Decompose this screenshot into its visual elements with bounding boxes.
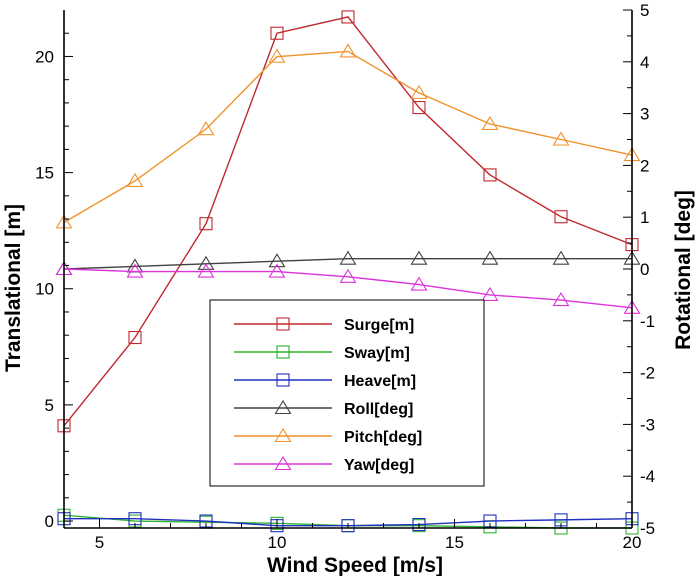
y-left-tick-label: 5 (45, 396, 54, 415)
legend-swatch-marker (274, 399, 292, 415)
y-left-axis-label: Translational [m] (2, 204, 25, 372)
y-right-tick-label: 5 (640, 1, 649, 20)
data-point (410, 84, 428, 99)
series-line (63, 16, 633, 427)
y-right-tick-label: 1 (640, 208, 649, 227)
data-point (128, 330, 142, 345)
data-point (341, 519, 355, 533)
y-right-tick-label: 4 (640, 53, 649, 72)
y-right-tick-label: 2 (640, 156, 649, 175)
legend-entry: Roll[deg] (234, 399, 413, 418)
data-point (412, 101, 426, 115)
legend-swatch-marker (276, 345, 290, 359)
data-point (268, 253, 286, 268)
series-4 (55, 43, 641, 229)
data-point (339, 43, 357, 58)
data-point (341, 10, 355, 24)
y-right-tick-label: 3 (640, 105, 649, 124)
legend-swatch-marker (274, 427, 292, 443)
legend-entry: Yaw[deg] (234, 455, 414, 474)
data-point (412, 517, 426, 532)
y-left-tick-label: 20 (35, 47, 54, 66)
legend-entry: Sway[m] (234, 345, 410, 362)
y-left-tick-label: 0 (45, 512, 54, 531)
data-point (268, 48, 286, 63)
y-right-tick-label: 0 (640, 260, 649, 279)
data-point (270, 26, 284, 40)
data-point (268, 263, 286, 278)
data-point (552, 292, 570, 307)
data-point (126, 263, 144, 278)
data-point (339, 268, 357, 283)
x-tick-label: 5 (95, 533, 104, 552)
y-right-tick-label: -4 (640, 467, 655, 486)
legend-label: Yaw[deg] (344, 457, 414, 474)
data-point (554, 210, 568, 224)
legend-entry: Heave[m] (234, 373, 416, 390)
data-point (483, 168, 497, 182)
legend-box (209, 299, 485, 487)
y-left-tick-label: 15 (35, 164, 54, 183)
data-point (199, 217, 213, 231)
legend-entry: Surge[m] (234, 317, 414, 334)
data-point (481, 115, 499, 131)
data-point (410, 276, 428, 291)
x-axis-label: Wind Speed [m/s] (267, 554, 443, 576)
legend-entry: Pitch[deg] (234, 427, 422, 446)
legend-swatch-marker (276, 317, 290, 331)
y-right-tick-label: -2 (640, 364, 655, 383)
data-point (197, 121, 215, 136)
series-line (63, 257, 632, 270)
data-point (197, 255, 215, 270)
data-point (126, 172, 144, 187)
legend-label: Heave[m] (344, 373, 416, 390)
data-point (197, 263, 215, 278)
y-right-tick-label: -1 (640, 312, 655, 331)
x-tick-label: 20 (623, 533, 642, 552)
y-right-tick-label: -5 (640, 519, 655, 538)
legend-label: Roll[deg] (344, 401, 413, 418)
legend-swatch-marker (274, 455, 292, 471)
x-tick-label: 10 (268, 533, 287, 552)
data-point (410, 250, 428, 265)
series-2 (57, 512, 639, 533)
y-right-tick-label: -3 (640, 415, 655, 434)
y-right-axis-label: Rotational [deg] (672, 190, 695, 350)
y-left-tick-label: 10 (35, 280, 54, 299)
series-line (63, 50, 633, 223)
legend-label: Sway[m] (344, 345, 410, 362)
data-point (552, 250, 570, 265)
legend: Surge[m] Sway[m] Heave[m] Roll[deg] Pitch[de… (209, 299, 485, 487)
legend-label: Pitch[deg] (344, 429, 422, 446)
data-point (552, 131, 570, 146)
series-1 (57, 508, 639, 535)
legend-swatch-marker (276, 373, 290, 387)
data-point (481, 250, 499, 265)
legend-label: Surge[m] (344, 317, 414, 334)
series-line (63, 268, 633, 309)
data-point (339, 250, 357, 265)
data-point (481, 286, 499, 301)
x-tick-label: 15 (445, 533, 464, 552)
